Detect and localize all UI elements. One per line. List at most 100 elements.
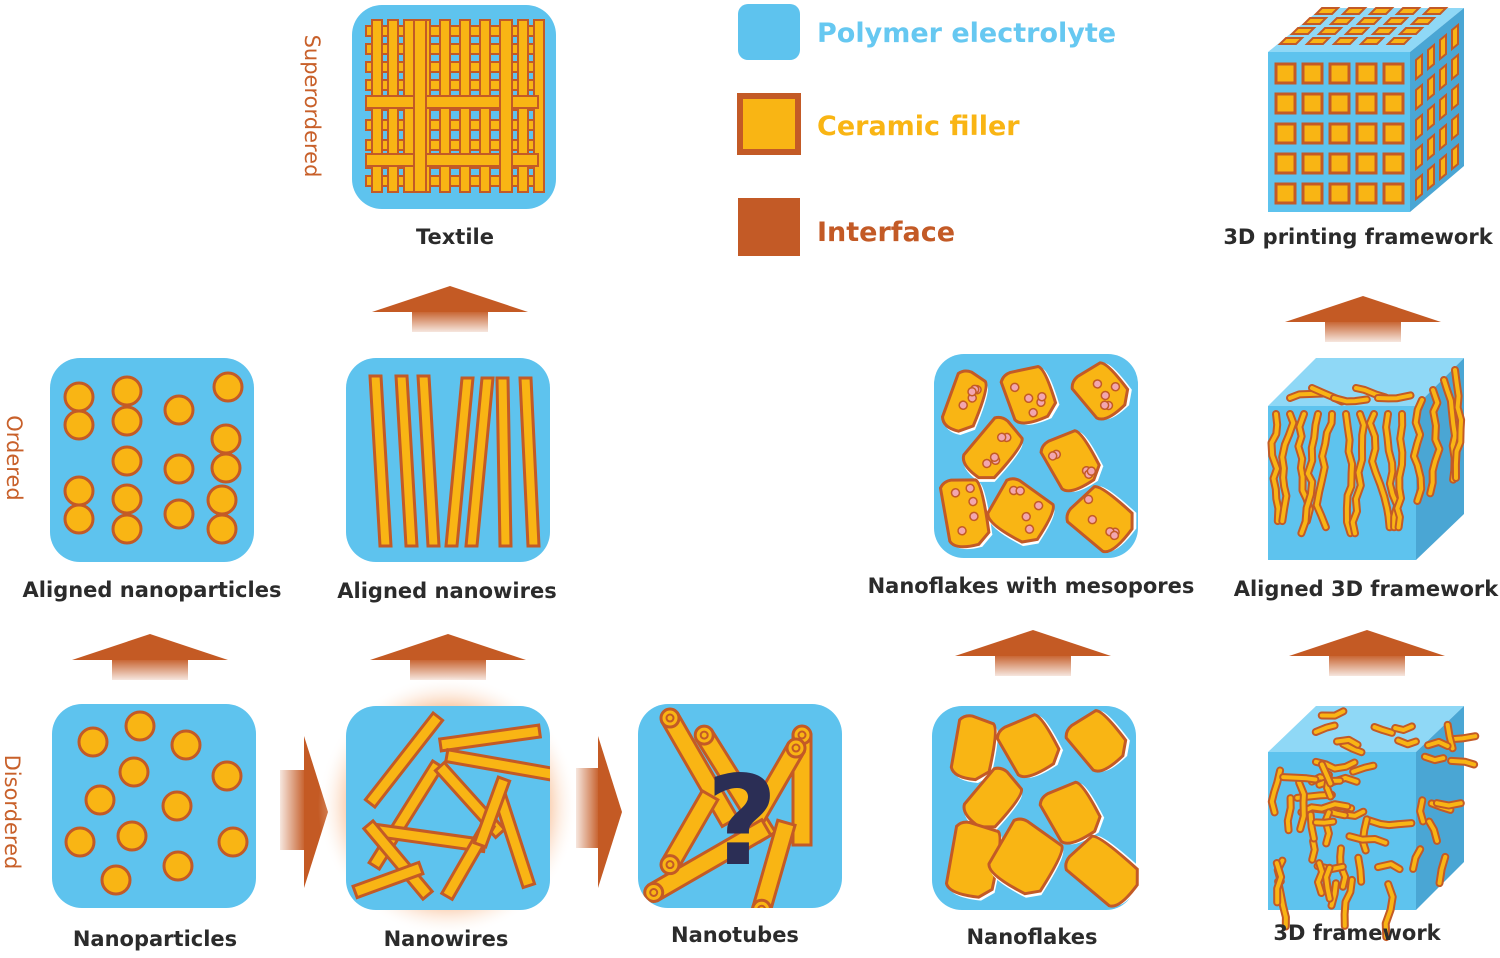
strand-core (1411, 398, 1424, 503)
strand-core (1316, 861, 1325, 895)
framework-strand (1443, 720, 1457, 753)
random-particle (124, 710, 156, 742)
framework-strand (1394, 736, 1420, 749)
framework-strand (1342, 410, 1357, 538)
up-arrow-head (1285, 296, 1441, 322)
framework-strand (1297, 410, 1322, 538)
label-nanoflakes-mesopores: Nanoflakes with mesopores (868, 574, 1195, 598)
print-cell (1301, 92, 1324, 115)
print-side-cell (1427, 162, 1435, 192)
nanotube-end (659, 707, 681, 729)
flake (1064, 709, 1130, 773)
legend-label-ceramic: Ceramic filler (817, 111, 1020, 142)
aligned-particles (63, 371, 244, 545)
wire (437, 723, 543, 753)
label-aligned-nanoparticles: Aligned nanoparticles (23, 578, 282, 602)
strand-core (1427, 819, 1439, 843)
flake (1038, 780, 1105, 845)
framework-strand (1374, 860, 1404, 874)
random-particle (77, 726, 109, 758)
strand-core (1342, 877, 1354, 928)
print-cell (1382, 62, 1405, 85)
random-particles (64, 710, 249, 896)
strand-core (1281, 775, 1318, 782)
nanotube (659, 788, 720, 876)
mesopore (989, 452, 1000, 462)
strand-core (1332, 396, 1369, 404)
framework-strand (1317, 707, 1348, 720)
wire (444, 747, 550, 783)
aligned-particle (63, 409, 95, 441)
up-arrow (1285, 296, 1441, 342)
print-cell (1382, 92, 1405, 115)
print-side-cell (1439, 122, 1447, 152)
aligned-wires (368, 374, 541, 548)
mesopore (1110, 381, 1121, 392)
random-particle (116, 820, 148, 852)
flake (987, 817, 1064, 898)
mesopore-flake (938, 478, 993, 550)
print-side-cell (1427, 102, 1435, 132)
flake-body (1064, 709, 1128, 773)
mesopore (1033, 500, 1044, 511)
framework-strand (1424, 737, 1452, 750)
random-particle (84, 784, 116, 816)
nanotube-hole (791, 743, 801, 753)
framework-strand (1447, 756, 1479, 769)
aligned-particle (163, 394, 195, 426)
flake-body (1070, 361, 1130, 421)
aligned-nanoparticles-panel (50, 358, 254, 562)
print-cell (1301, 122, 1324, 145)
framework-strand (1311, 721, 1339, 736)
framework-strand (1279, 773, 1320, 784)
print-cell (1274, 152, 1297, 175)
framework-strand (1425, 817, 1441, 845)
up-arrow (370, 634, 526, 680)
strand-core (1356, 855, 1364, 884)
nanoparticles-panel (52, 704, 256, 908)
framework-strand (1308, 836, 1319, 864)
aligned-particle (206, 513, 238, 545)
print-cell (1355, 92, 1378, 115)
strand-core (1434, 801, 1463, 808)
mesopore (968, 496, 978, 507)
strand-core (1368, 412, 1392, 530)
framework-strand (1297, 800, 1352, 817)
strand-core (1280, 412, 1296, 524)
strand-core (1314, 819, 1336, 825)
aligned-particle (163, 498, 195, 530)
aligned-framework-strands (1267, 366, 1466, 538)
mesopore (1021, 511, 1032, 522)
strand-core (1285, 796, 1293, 833)
mesopore-flakes-panel (934, 354, 1138, 558)
strand-core (1418, 798, 1425, 824)
label-nanoparticles: Nanoparticles (73, 927, 237, 951)
random-framework (1267, 707, 1480, 942)
print-side-cell (1451, 52, 1459, 82)
framework-strand (1409, 396, 1426, 505)
up-arrow-shaft (1329, 654, 1405, 676)
up-arrow-head (370, 634, 526, 660)
aligned-particle (63, 381, 95, 413)
print-side-cell (1439, 92, 1447, 122)
mesopore (1087, 514, 1098, 525)
mesopore (1037, 391, 1047, 402)
aligned-particle (111, 405, 143, 437)
strand-core (1347, 834, 1388, 845)
print-top-cell (1385, 37, 1413, 45)
flake-body (987, 817, 1064, 896)
print-top-cell (1340, 7, 1368, 15)
mesopore (1099, 400, 1110, 410)
up-arrows (72, 286, 1445, 680)
strand-core (1335, 737, 1360, 747)
nanotube-end (693, 724, 715, 746)
mesopore (1023, 393, 1034, 404)
up-arrow-shaft (412, 310, 488, 332)
aligned-wire (495, 376, 513, 548)
print-cell (1382, 122, 1405, 145)
strand-core (1344, 412, 1355, 536)
textile-panel (352, 5, 556, 209)
aligned-particle (111, 375, 143, 407)
print-cell (1274, 92, 1297, 115)
flake (962, 766, 1023, 832)
